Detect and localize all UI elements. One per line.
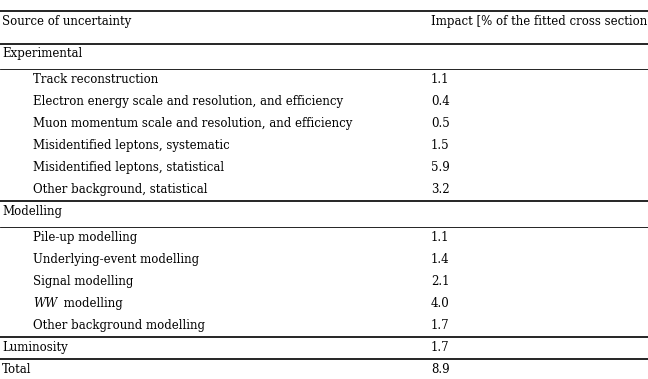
Text: 3.2: 3.2 <box>431 183 450 196</box>
Text: 1.1: 1.1 <box>431 73 450 86</box>
Text: Misidentified leptons, statistical: Misidentified leptons, statistical <box>33 161 224 174</box>
Text: 1.1: 1.1 <box>431 231 450 244</box>
Text: Pile-up modelling: Pile-up modelling <box>33 231 137 244</box>
Text: 4.0: 4.0 <box>431 297 450 310</box>
Text: Impact [% of the fitted cross section]: Impact [% of the fitted cross section] <box>431 15 648 28</box>
Text: 1.4: 1.4 <box>431 253 450 266</box>
Text: 5.9: 5.9 <box>431 161 450 174</box>
Text: Muon momentum scale and resolution, and efficiency: Muon momentum scale and resolution, and … <box>33 117 353 130</box>
Text: 2.1: 2.1 <box>431 275 450 288</box>
Text: Luminosity: Luminosity <box>2 341 67 354</box>
Text: 0.5: 0.5 <box>431 117 450 130</box>
Text: Other background, statistical: Other background, statistical <box>33 183 207 196</box>
Text: Total: Total <box>2 363 32 376</box>
Text: Track reconstruction: Track reconstruction <box>33 73 158 86</box>
Text: modelling: modelling <box>60 297 123 310</box>
Text: Misidentified leptons, systematic: Misidentified leptons, systematic <box>33 139 230 152</box>
Text: Electron energy scale and resolution, and efficiency: Electron energy scale and resolution, an… <box>33 95 343 108</box>
Text: Source of uncertainty: Source of uncertainty <box>2 15 131 28</box>
Text: 8.9: 8.9 <box>431 363 450 376</box>
Text: 0.4: 0.4 <box>431 95 450 108</box>
Text: WW: WW <box>33 297 57 310</box>
Text: 1.7: 1.7 <box>431 319 450 332</box>
Text: Signal modelling: Signal modelling <box>33 275 133 288</box>
Text: Other background modelling: Other background modelling <box>33 319 205 332</box>
Text: 1.7: 1.7 <box>431 341 450 354</box>
Text: Modelling: Modelling <box>2 205 62 218</box>
Text: Underlying-event modelling: Underlying-event modelling <box>33 253 199 266</box>
Text: 1.5: 1.5 <box>431 139 450 152</box>
Text: Experimental: Experimental <box>2 47 82 60</box>
